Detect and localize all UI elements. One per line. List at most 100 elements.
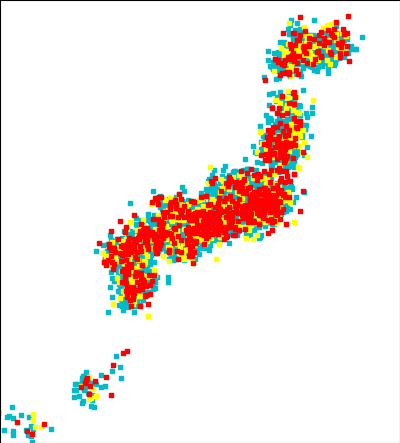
Point xyxy=(127,199,134,206)
Point xyxy=(188,215,195,222)
Point xyxy=(180,244,186,251)
Point xyxy=(121,266,128,273)
Point xyxy=(271,210,277,218)
Point xyxy=(108,253,114,260)
Point xyxy=(276,198,283,206)
Point xyxy=(193,204,199,211)
Point xyxy=(266,198,272,206)
Point xyxy=(223,234,229,241)
Point xyxy=(292,121,298,128)
Point xyxy=(274,209,281,216)
Point xyxy=(198,218,204,225)
Point xyxy=(202,226,208,233)
Point xyxy=(246,198,252,205)
Point xyxy=(285,40,292,47)
Point xyxy=(224,217,230,224)
Point xyxy=(264,139,270,146)
Point xyxy=(216,209,222,216)
Point xyxy=(255,210,261,217)
Point xyxy=(207,222,214,229)
Point xyxy=(263,206,269,213)
Point xyxy=(117,260,123,267)
Point xyxy=(256,194,262,202)
Point xyxy=(214,201,220,208)
Point xyxy=(271,192,278,199)
Point xyxy=(280,133,287,140)
Point xyxy=(241,200,247,207)
Point xyxy=(253,218,260,225)
Point xyxy=(133,249,139,256)
Point xyxy=(207,208,213,215)
Point xyxy=(135,256,141,263)
Point xyxy=(265,216,271,223)
Point xyxy=(216,217,222,224)
Point xyxy=(241,192,248,199)
Point xyxy=(191,223,198,230)
Point xyxy=(132,268,139,276)
Point xyxy=(207,227,213,234)
Point xyxy=(121,229,128,236)
Point xyxy=(286,31,292,38)
Point xyxy=(204,213,210,220)
Point xyxy=(204,212,210,219)
Point xyxy=(270,196,276,203)
Point xyxy=(144,236,151,243)
Point xyxy=(359,34,365,41)
Point xyxy=(121,249,127,256)
Point xyxy=(152,233,158,240)
Point xyxy=(142,258,149,265)
Point xyxy=(260,217,266,224)
Point xyxy=(293,39,299,46)
Point xyxy=(122,276,128,283)
Point xyxy=(244,211,250,218)
Point xyxy=(205,227,212,234)
Point xyxy=(222,224,228,231)
Point xyxy=(199,222,206,229)
Point xyxy=(284,109,290,116)
Point xyxy=(284,130,290,137)
Point xyxy=(266,207,272,214)
Point xyxy=(216,216,222,223)
Point xyxy=(248,186,254,193)
Point xyxy=(162,237,168,244)
Point xyxy=(267,62,274,70)
Point xyxy=(197,236,203,243)
Point xyxy=(187,237,193,244)
Point xyxy=(279,120,286,127)
Point xyxy=(108,247,114,254)
Point xyxy=(348,46,354,53)
Point xyxy=(229,221,236,228)
Point xyxy=(156,222,162,229)
Point xyxy=(202,220,209,227)
Point xyxy=(265,190,272,197)
Point xyxy=(195,217,202,224)
Point xyxy=(117,295,123,302)
Point xyxy=(238,212,244,219)
Point xyxy=(109,368,115,375)
Point xyxy=(291,89,298,96)
Point xyxy=(232,203,239,210)
Point xyxy=(234,181,241,188)
Point xyxy=(269,198,276,205)
Point xyxy=(108,249,115,256)
Point xyxy=(275,150,282,157)
Point xyxy=(200,217,207,224)
Point xyxy=(328,31,335,39)
Point xyxy=(280,133,286,140)
Point xyxy=(160,242,166,249)
Point xyxy=(236,194,242,201)
Point xyxy=(322,39,328,46)
Point xyxy=(215,186,221,193)
Point xyxy=(150,245,157,253)
Point xyxy=(223,221,230,228)
Point xyxy=(275,187,281,194)
Point xyxy=(221,212,228,219)
Point xyxy=(121,243,127,250)
Point xyxy=(223,189,230,196)
Point xyxy=(126,256,133,263)
Point xyxy=(240,199,246,206)
Point xyxy=(275,190,281,197)
Point xyxy=(225,216,231,223)
Point xyxy=(278,62,284,69)
Point xyxy=(211,214,218,221)
